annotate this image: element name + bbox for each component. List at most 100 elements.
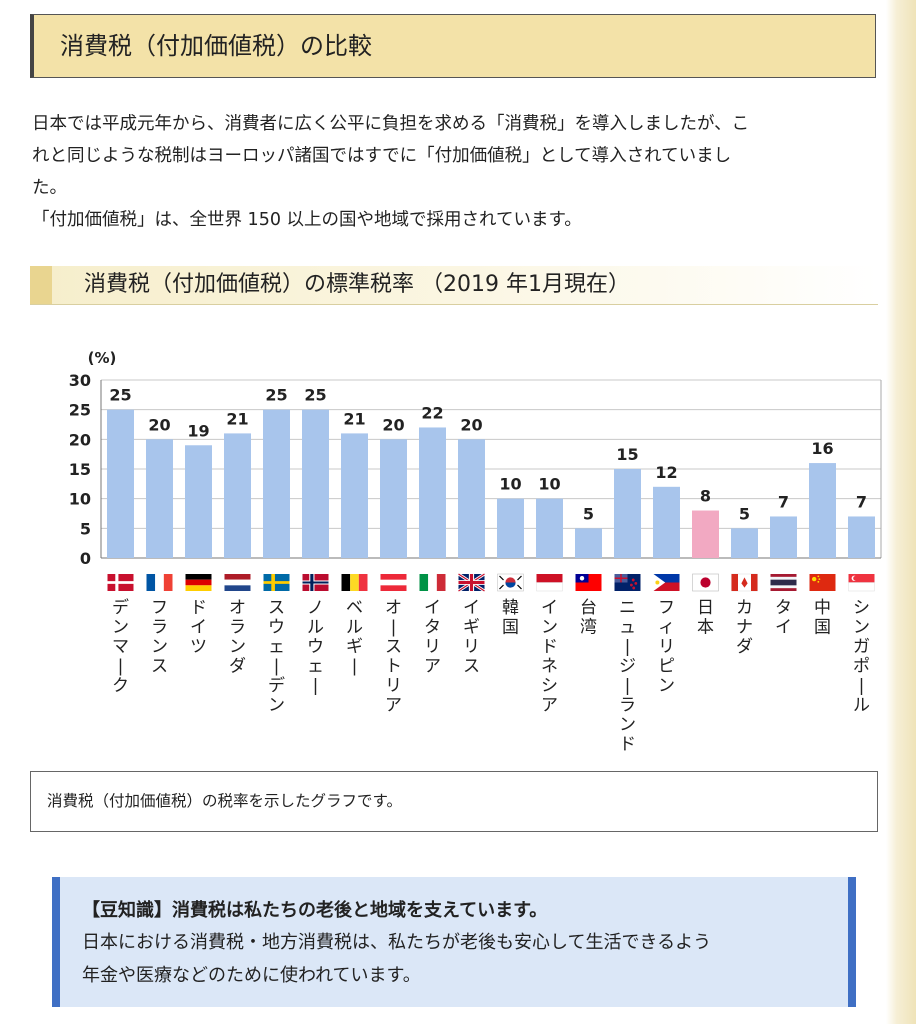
japan-flag-icon <box>692 573 719 592</box>
data-label: 25 <box>109 386 131 405</box>
category-label: スウェ|デン <box>268 598 285 716</box>
data-label: 20 <box>382 415 404 434</box>
trivia-box: 【豆知識】消費税は私たちの老後と地域を支えています。 日本における消費税・地方消… <box>52 877 856 1007</box>
data-label: 15 <box>616 445 638 464</box>
bar <box>419 427 446 558</box>
germany-flag-icon <box>185 574 212 591</box>
thailand-flag-icon <box>770 574 797 591</box>
y-tick-label: 20 <box>69 430 91 449</box>
data-label: 22 <box>421 403 443 422</box>
data-label: 25 <box>304 386 326 405</box>
bar <box>770 516 797 558</box>
bar <box>731 528 758 558</box>
data-label: 5 <box>583 504 594 523</box>
canada-flag-icon <box>731 573 758 592</box>
section-title: 消費税（付加価値税）の比較 <box>30 14 876 78</box>
chart-title: 消費税（付加価値税）の標準税率 （2019 年1月現在） <box>84 272 630 297</box>
category-label: イギリス <box>463 598 480 677</box>
philippines-flag-icon <box>653 574 680 591</box>
bar <box>653 486 680 558</box>
data-label: 12 <box>655 463 677 482</box>
bar <box>341 433 368 558</box>
data-label: 19 <box>187 421 209 440</box>
intro-line-3: た。 <box>32 178 67 198</box>
y-axis-label: (%) <box>88 349 117 367</box>
category-label: オ|ストリア <box>385 598 402 716</box>
y-tick-label: 30 <box>69 371 91 390</box>
chart-caption: 消費税（付加価値税）の税率を示したグラフです。 <box>30 771 878 832</box>
bar <box>185 445 212 558</box>
singapore-flag-icon <box>848 574 875 592</box>
y-tick-label: 5 <box>80 519 91 538</box>
category-label: 中国 <box>814 598 831 638</box>
bar <box>224 433 251 558</box>
bar <box>497 498 524 558</box>
category-label: ドイツ <box>190 598 207 657</box>
right-decoration <box>886 0 916 1024</box>
taiwan-flag-icon <box>575 574 602 591</box>
tax-rate-bar-chart: 0 5 10 15 20 25 30 (%) 25 デンマ|ク 20 フランス 19 ドイツ 21 オランダ 2… <box>69 349 882 755</box>
trivia-body-line-2: 年金や医療などのために使われています。 <box>82 965 421 986</box>
bar <box>146 439 173 558</box>
new-zealand-flag-icon <box>614 574 641 591</box>
data-label: 16 <box>811 439 833 458</box>
korea-flag-icon <box>497 573 524 592</box>
y-tick-label: 0 <box>80 549 91 568</box>
bar <box>263 409 290 558</box>
category-label: ベルギ| <box>346 598 363 677</box>
data-label: 20 <box>148 415 170 434</box>
category-label: フランス <box>151 598 168 677</box>
bar <box>380 439 407 558</box>
category-label: 台湾 <box>580 598 597 638</box>
bar <box>848 516 875 558</box>
indonesia-flag-icon <box>536 574 563 592</box>
category-label: フィリピン <box>658 598 675 696</box>
data-label: 25 <box>265 386 287 405</box>
intro-line-4: 「付加価値税」は、全世界 150 以上の国や地域で採用されています。 <box>32 210 582 230</box>
bar <box>458 439 485 558</box>
category-label: オランダ <box>229 598 246 677</box>
italy-flag-icon <box>419 574 446 591</box>
category-label: イタリア <box>424 598 441 677</box>
bar <box>302 409 329 558</box>
data-label: 20 <box>460 415 482 434</box>
norway-flag-icon <box>302 574 329 591</box>
category-label: デンマ|ク <box>112 597 129 696</box>
category-label: シンガポ|ル <box>853 598 870 716</box>
bar <box>575 528 602 558</box>
denmark-flag-icon <box>107 574 134 591</box>
heading-marker <box>30 266 52 304</box>
data-label: 21 <box>343 409 365 428</box>
uk-flag-icon <box>457 572 486 593</box>
bar <box>692 510 719 558</box>
intro-line-2: れと同じような税制はヨーロッパ諸国ではすでに「付加価値税」として導入されていまし <box>32 146 732 166</box>
data-label: 5 <box>739 504 750 523</box>
bar <box>809 463 836 558</box>
bar <box>536 498 563 558</box>
bar <box>614 469 641 558</box>
data-label: 8 <box>700 487 711 506</box>
category-label: 韓国 <box>502 598 519 638</box>
category-label: 日本 <box>697 598 714 638</box>
intro-line-1: 日本では平成元年から、消費者に広く公平に負担を求める「消費税」を導入しましたが、… <box>32 114 750 134</box>
bar <box>107 409 134 558</box>
austria-flag-icon <box>380 574 407 591</box>
category-label: インドネシア <box>541 598 558 716</box>
chart-heading: 消費税（付加価値税）の標準税率 （2019 年1月現在） <box>30 266 878 305</box>
trivia-heading: 【豆知識】消費税は私たちの老後と地域を支えています。 <box>82 900 548 921</box>
netherlands-flag-icon <box>224 574 251 591</box>
data-label: 10 <box>538 475 560 494</box>
china-flag-icon <box>809 574 836 591</box>
category-label: タイ <box>775 598 792 638</box>
intro-text: 日本では平成元年から、消費者に広く公平に負担を求める「消費税」を導入しましたが、… <box>32 108 878 236</box>
y-tick-label: 10 <box>69 490 91 509</box>
belgium-flag-icon <box>341 574 368 591</box>
data-label: 10 <box>499 475 521 494</box>
category-label: カナダ <box>736 598 753 657</box>
category-label: ノルウェ| <box>307 598 324 696</box>
sweden-flag-icon <box>263 574 290 591</box>
y-tick-label: 15 <box>69 460 91 479</box>
data-label: 7 <box>856 492 867 511</box>
y-tick-label: 25 <box>69 401 91 420</box>
data-label: 7 <box>778 492 789 511</box>
